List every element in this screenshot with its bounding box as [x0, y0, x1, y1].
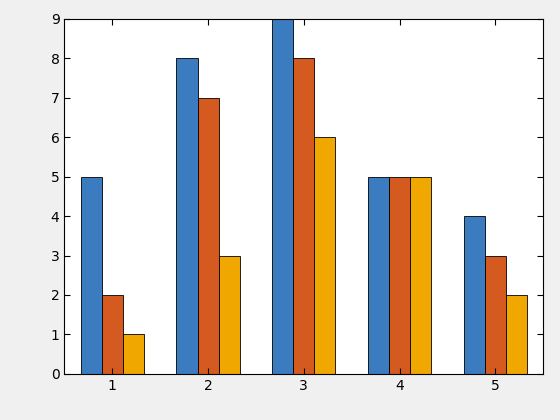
- Bar: [506, 295, 527, 374]
- Bar: [368, 177, 389, 374]
- Bar: [314, 137, 335, 374]
- Bar: [176, 58, 198, 374]
- Bar: [102, 295, 123, 374]
- Bar: [464, 216, 485, 374]
- Bar: [218, 255, 240, 374]
- Bar: [123, 334, 144, 374]
- Bar: [389, 177, 410, 374]
- Bar: [198, 98, 218, 374]
- Bar: [272, 19, 293, 374]
- Bar: [293, 58, 314, 374]
- Bar: [410, 177, 431, 374]
- Bar: [81, 177, 102, 374]
- Bar: [485, 255, 506, 374]
